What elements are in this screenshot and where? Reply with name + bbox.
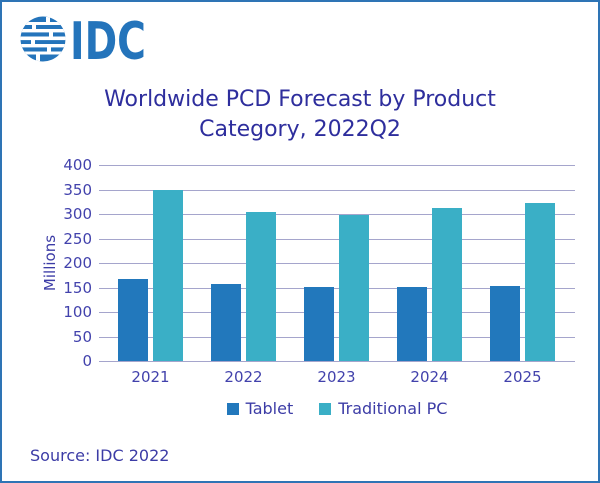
- legend-item-tablet: Tablet: [226, 399, 294, 418]
- bar-tablet-2022: [211, 284, 241, 361]
- bar-tablet-2025: [490, 286, 520, 361]
- gridline: [99, 312, 575, 313]
- legend-label: Traditional PC: [338, 399, 448, 418]
- chart-title: Worldwide PCD Forecast by Product Catego…: [2, 85, 598, 145]
- y-axis-tick-label: 100: [63, 303, 92, 321]
- x-axis-tick-label: 2025: [503, 368, 542, 386]
- svg-text:IDC: IDC: [70, 15, 146, 63]
- legend: Tablet Traditional PC: [99, 401, 575, 417]
- legend-swatch-icon: [226, 403, 239, 415]
- y-axis-tick-label: 150: [63, 278, 92, 297]
- idc-logo-text: IDC: [70, 15, 146, 63]
- gridline: [99, 238, 575, 240]
- bar-traditional-pc-2022: [246, 211, 276, 361]
- y-axis-tick-label: 400: [63, 156, 92, 174]
- bar-traditional-pc-2024: [432, 208, 462, 361]
- bar-traditional-pc-2021: [153, 189, 183, 361]
- gridline: [99, 361, 575, 362]
- idc-logo: IDC: [19, 15, 149, 63]
- y-axis-tick-label: 50: [72, 327, 92, 346]
- y-axis-tick-label: 350: [63, 180, 92, 199]
- gridline: [99, 214, 575, 215]
- chart-title-line1: Worldwide PCD Forecast by Product: [104, 87, 496, 112]
- bar-tablet-2021: [118, 278, 148, 361]
- x-axis-tick-label: 2023: [317, 368, 356, 386]
- y-axis-tick-label: 300: [63, 205, 92, 223]
- y-axis-tick-label: 0: [82, 352, 92, 370]
- bar-tablet-2023: [304, 287, 334, 361]
- bar-traditional-pc-2025: [525, 203, 555, 361]
- chart-title-line2: Category, 2022Q2: [199, 117, 401, 142]
- x-axis-tick-label: 2022: [224, 368, 263, 386]
- gridline: [99, 165, 575, 166]
- gridline: [99, 189, 575, 191]
- gridline: [99, 263, 575, 264]
- gridline: [99, 336, 575, 338]
- source-note: Source: IDC 2022: [30, 446, 170, 465]
- bar-traditional-pc-2023: [339, 215, 369, 361]
- bar-tablet-2024: [397, 287, 427, 361]
- globe-icon: [20, 16, 66, 62]
- x-axis-tick-label: 2021: [131, 368, 170, 386]
- y-axis-tick-label: 200: [63, 254, 92, 272]
- y-axis-tick-label: 250: [63, 229, 92, 248]
- legend-item-traditional-pc: Traditional PC: [319, 401, 447, 417]
- x-axis-tick-label: 2024: [410, 368, 449, 386]
- legend-label: Tablet: [245, 399, 294, 418]
- legend-swatch-icon: [319, 403, 332, 415]
- gridline: [99, 287, 575, 289]
